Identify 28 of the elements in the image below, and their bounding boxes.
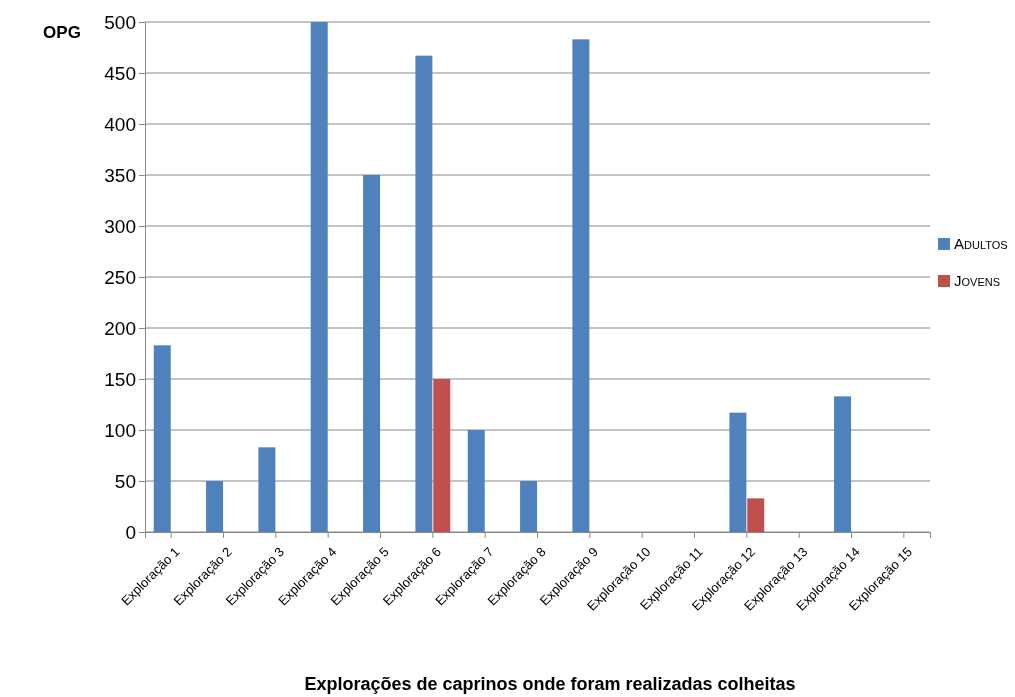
bar xyxy=(729,412,747,532)
bar xyxy=(415,55,433,532)
bar xyxy=(747,498,765,532)
bar xyxy=(258,447,276,532)
y-tick-label: 100 xyxy=(104,419,136,441)
y-tick-label: 300 xyxy=(104,215,136,237)
y-tick-label: 0 xyxy=(125,521,136,543)
y-tick-label: 500 xyxy=(104,11,136,33)
legend-label: Adultos xyxy=(954,235,1008,252)
bar xyxy=(153,345,171,532)
y-tick-label: 400 xyxy=(104,113,136,135)
y-axis-title: OPG xyxy=(43,23,81,42)
y-tick-label: 150 xyxy=(104,368,136,390)
bar xyxy=(520,481,538,532)
bar xyxy=(467,430,485,532)
bar xyxy=(363,175,381,532)
x-axis-title: Explorações de caprinos onde foram realizadas colheitas xyxy=(304,674,796,694)
y-tick-label: 200 xyxy=(104,317,136,339)
y-tick-label: 250 xyxy=(104,266,136,288)
bar xyxy=(206,481,224,532)
y-tick-label: 350 xyxy=(104,164,136,186)
bar xyxy=(572,39,590,532)
bar xyxy=(310,22,328,532)
legend-label: Jovens xyxy=(954,272,1001,289)
y-tick-label: 450 xyxy=(104,62,136,84)
y-tick-label: 50 xyxy=(114,470,136,492)
bar xyxy=(433,379,451,532)
bar xyxy=(834,396,852,532)
